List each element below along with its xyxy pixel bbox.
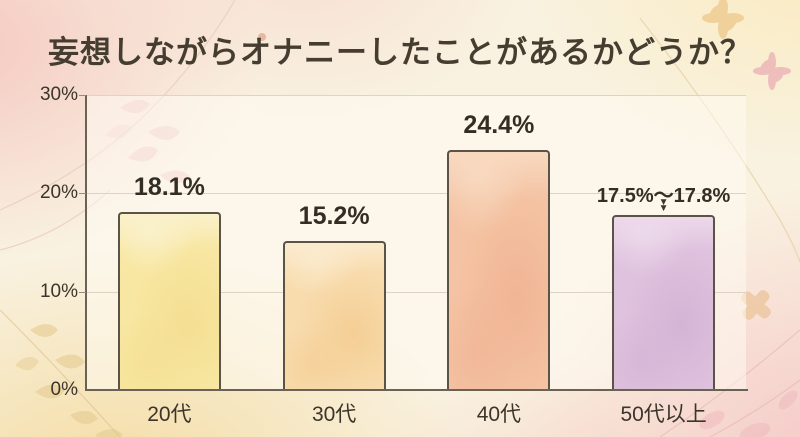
y-axis-label-30pct: 30% xyxy=(39,84,78,105)
y-tick-mark xyxy=(79,291,86,293)
bar-40代 xyxy=(447,150,551,390)
bar-30代 xyxy=(282,240,386,390)
x-axis-label-20代: 20代 xyxy=(147,403,192,426)
y-axis-line xyxy=(85,95,87,391)
gridline-20pct xyxy=(87,193,746,195)
y-axis-label-10pct: 10% xyxy=(39,280,78,302)
x-axis-label-40代: 40代 xyxy=(476,403,522,426)
y-axis-label-0pct: 0% xyxy=(50,379,78,400)
bar-50代以上 xyxy=(612,214,716,390)
value-label-40代: 24.4% xyxy=(463,111,535,140)
x-axis-label-50代以上: 50代以上 xyxy=(620,403,707,426)
plot-area xyxy=(87,95,746,390)
value-label-30代: 15.2% xyxy=(298,201,370,230)
y-tick-mark xyxy=(79,95,86,96)
chart-title: 妄想しながらオナニーしたことがあるかどうか？ xyxy=(48,35,752,70)
bar-20代 xyxy=(117,212,221,390)
double-down-arrow-icon: ▼ ▼ xyxy=(658,196,669,214)
y-tick-mark xyxy=(79,193,86,195)
y-axis-label-20pct: 20% xyxy=(39,182,78,204)
x-axis-label-30代: 30代 xyxy=(311,403,357,426)
gridline-10pct xyxy=(87,291,746,293)
value-label-20代: 18.1% xyxy=(133,173,205,202)
value-label-50代以上: 17.5%〜17.8% xyxy=(596,184,731,207)
x-axis-line xyxy=(85,389,748,391)
